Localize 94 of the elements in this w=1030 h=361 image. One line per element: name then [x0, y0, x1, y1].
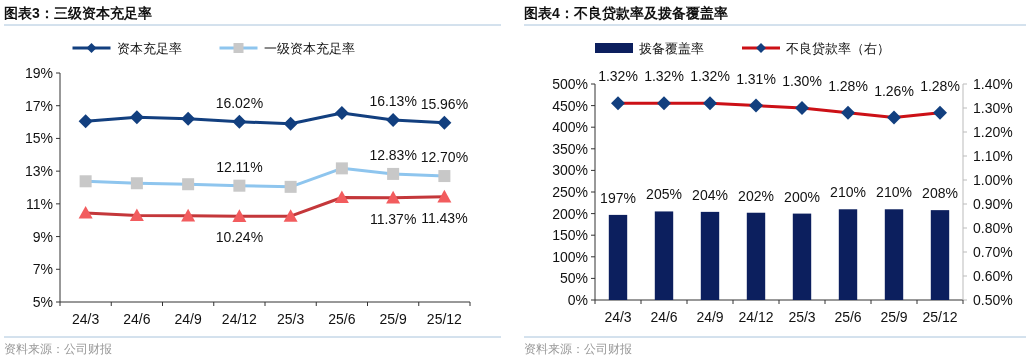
x-tick-label: 24/12 — [738, 309, 774, 325]
y2-tick-label: 1.00% — [973, 172, 1013, 188]
point — [334, 105, 349, 120]
y-tick-label: 400% — [552, 119, 588, 136]
x-tick-label: 25/6 — [834, 309, 862, 325]
y2-tick-label: 0.90% — [973, 196, 1013, 212]
point — [386, 190, 401, 204]
point — [181, 208, 196, 222]
point — [78, 114, 93, 129]
y-tick-label: 17% — [24, 97, 53, 114]
text: 资料来源：公司财报 — [4, 342, 112, 356]
data-label: 1.32% — [644, 68, 684, 85]
y-tick-label: 200% — [552, 205, 588, 222]
data-label: 1.30% — [782, 73, 822, 89]
y-tick-label: 19% — [24, 65, 53, 81]
data-label: 11.43% — [421, 209, 468, 226]
y-tick-label: 50% — [559, 270, 588, 287]
point — [129, 208, 144, 222]
y-tick-label: 100% — [552, 248, 588, 265]
data-label: 1.31% — [736, 70, 776, 87]
point — [437, 115, 452, 130]
point — [129, 110, 144, 125]
legend-label: 资本充足率 — [116, 41, 182, 56]
point — [78, 206, 93, 219]
x-tick-label: 24/12 — [221, 311, 258, 327]
y2-tick-label: 1.10% — [973, 148, 1013, 164]
y2-tick-label: 0.80% — [973, 220, 1013, 236]
point — [437, 189, 452, 203]
y-tick-label: 13% — [24, 163, 53, 180]
data-label: 210% — [876, 184, 912, 201]
data-label: 16.13% — [369, 92, 417, 109]
x-tick-label: 24/3 — [604, 309, 632, 325]
point — [232, 114, 247, 129]
x-tick-label: 24/6 — [650, 309, 678, 325]
y2-tick-label: 1.30% — [973, 100, 1013, 116]
x-tick-label: 24/9 — [696, 309, 724, 325]
point — [334, 190, 349, 204]
y-tick-label: 9% — [32, 228, 53, 245]
x-tick-label: 25/9 — [379, 311, 407, 327]
x-tick-label: 25/3 — [277, 311, 305, 327]
data-label: 1.32% — [690, 68, 730, 85]
y-tick-label: 5% — [32, 294, 53, 310]
data-label: 1.28% — [920, 77, 960, 94]
data-label: 11.37% — [369, 210, 417, 227]
x-tick-label: 24/3 — [72, 311, 100, 327]
data-label: 197% — [600, 189, 636, 206]
data-label: 208% — [922, 185, 958, 202]
legend-label: 一级资本充足率 — [263, 41, 355, 56]
data-label: 1.32% — [598, 68, 638, 85]
data-label: 1.26% — [874, 82, 914, 99]
y2-tick-label: 1.20% — [973, 124, 1013, 140]
data-label: 202% — [738, 187, 774, 204]
x-tick-label: 25/12 — [922, 309, 958, 325]
data-label: 12.70% — [420, 149, 469, 166]
y2-tick-label: 0.70% — [973, 244, 1013, 260]
chart-title: 图表3：三级资本充足率 — [4, 5, 152, 21]
legend-label: 拨备覆盖率 — [639, 41, 704, 56]
point — [283, 116, 298, 131]
data-label: 16.02% — [215, 94, 264, 111]
data-label: 12.83% — [369, 146, 417, 163]
x-tick-label: 24/9 — [174, 311, 202, 327]
y-tick-label: 450% — [552, 97, 588, 114]
data-label: 210% — [830, 184, 866, 201]
point — [232, 209, 247, 222]
data-label: 1.28% — [828, 77, 868, 94]
y-tick-label: 150% — [552, 227, 588, 244]
point — [181, 111, 196, 126]
point — [283, 209, 298, 222]
y-tick-label: 500% — [552, 76, 588, 92]
data-label: 205% — [646, 186, 682, 203]
data-label: 15.96% — [420, 95, 469, 112]
y2-tick-label: 0.50% — [973, 292, 1013, 308]
text: 资料来源：公司财报 — [524, 342, 632, 356]
x-tick-label: 25/6 — [328, 311, 356, 327]
data-label: 204% — [692, 186, 728, 203]
legend-label: 不良贷款率（右） — [786, 41, 890, 56]
y-tick-label: 7% — [32, 261, 53, 278]
y-tick-label: 15% — [24, 130, 53, 147]
y2-tick-label: 1.40% — [973, 76, 1013, 92]
y-tick-label: 0% — [567, 292, 588, 308]
x-tick-label: 25/9 — [880, 309, 908, 325]
data-label: 10.24% — [215, 229, 264, 246]
y2-tick-label: 0.60% — [973, 268, 1013, 284]
point — [386, 112, 401, 127]
chart-title: 图表4：不良贷款率及拨备覆盖率 — [524, 5, 728, 21]
y-tick-label: 350% — [552, 140, 588, 157]
data-label: 200% — [784, 188, 820, 205]
x-tick-label: 25/12 — [426, 311, 463, 327]
y-tick-label: 11% — [26, 195, 53, 212]
data-label: 12.11% — [216, 158, 263, 175]
x-tick-label: 25/3 — [788, 309, 816, 325]
x-tick-label: 24/6 — [123, 311, 151, 327]
y-tick-label: 250% — [552, 184, 588, 200]
y-tick-label: 300% — [552, 162, 588, 179]
